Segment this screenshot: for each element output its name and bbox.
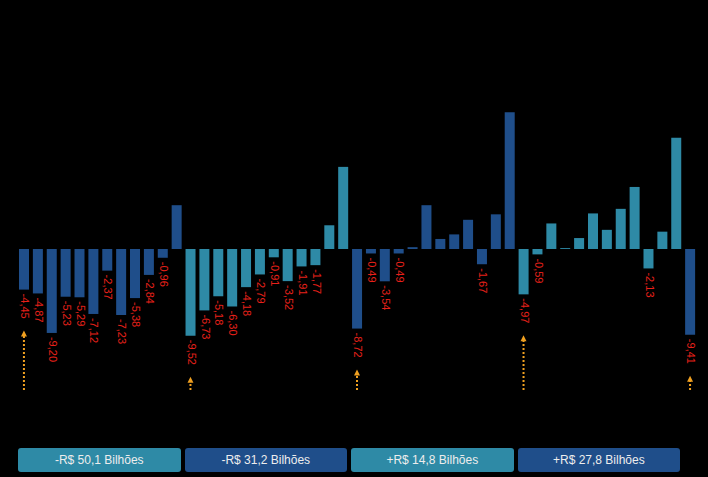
html-text:+R$ 27,8 Bilhões: +R$ 27,8 Bilhões — [553, 453, 645, 467]
html-text:-R$ 50,1 Bilhões: -R$ 50,1 Bilhões — [54, 453, 144, 467]
svg-text:-4,97: -4,97 — [519, 298, 531, 323]
svg-text:-7,12: -7,12 — [88, 318, 100, 343]
svg-text:-5,23: -5,23 — [61, 301, 73, 326]
svg-text:-2,79: -2,79 — [255, 278, 267, 303]
svg-text:-5,38: -5,38 — [130, 302, 142, 327]
svg-text:-2,37: -2,37 — [102, 275, 114, 300]
svg-text:-9,41: -9,41 — [685, 339, 697, 364]
svg-text:-0,91: -0,91 — [269, 261, 281, 286]
svg-text:-4,45: -4,45 — [19, 294, 31, 319]
svg-text:-9,52: -9,52 — [186, 340, 198, 365]
svg-text:-2,84: -2,84 — [144, 279, 156, 304]
svg-text:-1,77: -1,77 — [311, 269, 323, 294]
svg-text:-0,59: -0,59 — [533, 258, 545, 283]
svg-text:-0,49: -0,49 — [394, 257, 406, 282]
svg-text:-3,54: -3,54 — [380, 285, 392, 310]
svg-text:-7,23: -7,23 — [116, 319, 128, 344]
html-text:+R$ 14,8 Bilhões: +R$ 14,8 Bilhões — [386, 453, 479, 467]
svg-text:-1,67: -1,67 — [477, 268, 489, 293]
svg-text:-9,20: -9,20 — [47, 337, 59, 362]
svg-text:-5,29: -5,29 — [75, 301, 87, 326]
svg-text:-8,72: -8,72 — [352, 333, 364, 358]
svg-text:-0,49: -0,49 — [366, 257, 378, 282]
svg-text:-6,30: -6,30 — [227, 310, 239, 335]
svg-text:-0,96: -0,96 — [158, 262, 170, 287]
svg-text:-5,18: -5,18 — [213, 300, 225, 325]
html-text:-R$ 31,2 Bilhões: -R$ 31,2 Bilhões — [221, 453, 311, 467]
svg-text:-4,18: -4,18 — [241, 291, 253, 316]
svg-text:-2,13: -2,13 — [644, 272, 656, 297]
svg-text:-4,87: -4,87 — [33, 297, 45, 322]
svg-text:-6,73: -6,73 — [200, 314, 212, 339]
svg-text:-3,52: -3,52 — [283, 285, 295, 310]
svg-text:-1,91: -1,91 — [297, 270, 309, 295]
